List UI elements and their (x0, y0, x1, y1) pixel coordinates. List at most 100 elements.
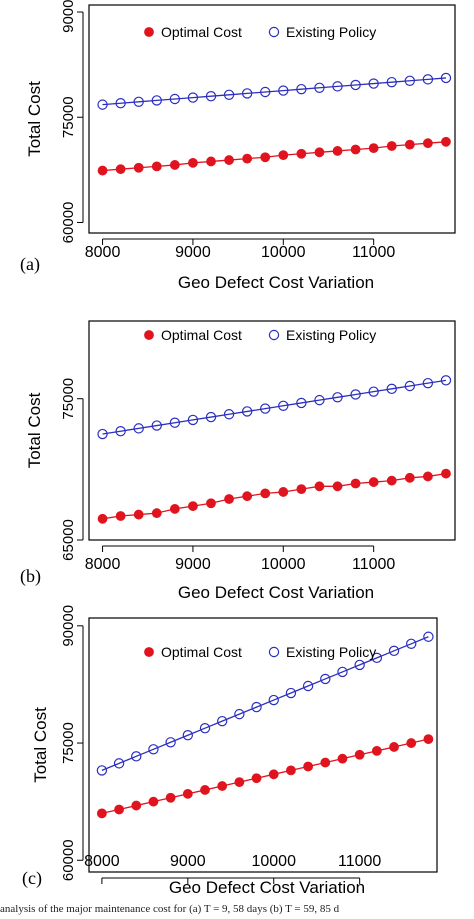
panel-1-x-tick-label: 8000 (85, 244, 121, 261)
panel-1-existing-policy-point (97, 99, 108, 110)
panel-1-optimal-cost-point (242, 153, 253, 164)
panel-2-legend-existing-policy-label: Existing Policy (286, 327, 376, 343)
panel-1-existing-policy-point (404, 75, 416, 86)
panel-1-optimal-cost-point (350, 144, 361, 155)
panel-1-optimal-cost-point (386, 141, 397, 151)
panel-3-x-tick-label: 10000 (251, 853, 296, 870)
panel-1-x-tick-label: 10000 (261, 244, 306, 261)
panel-3-existing-policy-point (113, 758, 125, 769)
panel-1-y-tick-label: 75000 (60, 96, 77, 138)
panel-1-optimal-cost-point (332, 146, 343, 156)
panel-3-existing-policy-point (216, 715, 228, 727)
panel-1-y-tick-label: 90000 (60, 0, 77, 33)
panel-2-optimal-cost-point (404, 472, 415, 483)
panel-2-existing-policy-point (169, 417, 181, 428)
panel-1-optimal-cost-point (278, 150, 289, 161)
panel-2-optimal-cost-point (224, 494, 234, 504)
panel-1-legend-existing-policy-label: Existing Policy (286, 24, 376, 40)
panel-2-optimal-cost-point (115, 511, 126, 521)
panel-3-existing-policy-point (268, 694, 279, 706)
panel-2-optimal-cost-point (151, 508, 162, 519)
panel-2-optimal-cost-point (422, 471, 433, 482)
panel-2-optimal-cost-point (386, 475, 397, 486)
panel-1-optimal-cost-point (441, 136, 451, 147)
panel-2-x-tick-label: 9000 (175, 556, 211, 573)
panel-1-optimal-cost-point (368, 143, 379, 154)
panel-3-optimal-cost-point (131, 800, 142, 811)
panel-1-existing-policy-point (187, 92, 199, 103)
panel-2-optimal-cost-point (188, 501, 198, 511)
panel-1-optimal-cost-point (133, 162, 144, 173)
panel-3-existing-policy-point (371, 652, 383, 664)
panel-1-existing-policy-point (151, 95, 162, 106)
panel-3-x-tick-label: 11000 (338, 853, 381, 870)
panel-1-existing-policy-point (386, 76, 397, 88)
panel-3-x-axis-title: Geo Defect Cost Variation (169, 878, 365, 897)
panel-1-existing-policy-point (332, 81, 343, 92)
panel-2-existing-policy-point (241, 406, 253, 417)
panel-2-panel-label: (b) (20, 566, 41, 587)
panel-2-optimal-cost-point (441, 468, 451, 479)
panel-3-existing-policy-point (302, 680, 314, 692)
panel-2-x-tick-label: 8000 (85, 556, 121, 573)
panel-3-optimal-cost-point (423, 734, 434, 745)
panel-1-y-axis-title: Total Cost (25, 81, 44, 157)
panel-1-existing-policy-point (260, 86, 271, 98)
panel-1-y-tick-label: 60000 (60, 202, 77, 244)
panel-2-optimal-cost-point (206, 498, 216, 509)
panel-3-optimal-cost-point (320, 757, 331, 768)
panel-1-legend-optimal-cost-label: Optimal Cost (161, 24, 242, 40)
panel-2-existing-policy-line (102, 379, 447, 435)
panel-1-existing-policy-point (169, 93, 181, 105)
panel-3-existing-policy-point (199, 722, 211, 734)
panel-1-optimal-cost-point (260, 152, 271, 163)
panel-3-optimal-cost-point (251, 773, 262, 784)
panel-3-y-axis-title: Total Cost (31, 707, 50, 783)
panel-2-existing-policy-point (205, 411, 217, 423)
panel-3-legend-existing-policy-marker (268, 646, 280, 658)
panel-3-optimal-cost-point (148, 796, 159, 807)
panel-1-existing-policy-point (133, 96, 144, 108)
panel-3-optimal-cost-point (268, 769, 279, 780)
panel-1-existing-policy-point (241, 88, 253, 99)
panel-1-optimal-cost-point (404, 139, 415, 150)
panel-3-optimal-cost-point (114, 804, 124, 815)
panel-1-optimal-cost-point (296, 148, 307, 159)
panel-3-optimal-cost-point (200, 785, 210, 795)
panel-3-optimal-cost-point (337, 753, 348, 764)
panel-3-optimal-cost-point (286, 765, 296, 776)
panel-2-x-tick-label: 10000 (261, 556, 306, 573)
panel-1-x-tick-label: 9000 (175, 244, 211, 261)
panel-1-panel-label: (a) (20, 254, 40, 275)
panel-3-panel-label: (c) (22, 868, 42, 889)
panel-2-existing-policy-point (296, 397, 307, 409)
panel-1-optimal-cost-point (314, 147, 325, 158)
panel-1-plot-frame (88, 4, 456, 234)
panel-3-optimal-cost-point (96, 808, 107, 819)
panel-1-existing-policy-point (296, 83, 307, 95)
panel-2-existing-policy-point (97, 428, 108, 440)
panel-3-existing-policy-line (101, 636, 429, 772)
panel-3-legend-optimal-cost-marker (144, 647, 154, 657)
panel-3-x-tick-label: 9000 (170, 853, 206, 870)
panel-2-optimal-cost-point (169, 504, 180, 514)
panel-2-optimal-cost-point (296, 484, 307, 495)
panel-2-optimal-cost-point (242, 491, 253, 502)
panel-2-existing-policy-point (223, 409, 235, 420)
panel-2-existing-policy-point (422, 377, 434, 389)
panel-3-plot-frame (88, 617, 438, 873)
panel-2-optimal-cost-point (368, 477, 379, 487)
panel-2-optimal-cost-point (314, 481, 325, 492)
panel-1-optimal-cost-point (422, 138, 433, 149)
panel-2-optimal-cost-point (278, 487, 289, 497)
panel-3-optimal-cost-point (354, 749, 365, 760)
panel-3-existing-policy-point (234, 708, 245, 720)
panel-1-optimal-cost-point (151, 161, 162, 172)
panel-1-optimal-cost-point (206, 156, 216, 167)
panel-2-existing-policy-point (440, 375, 452, 386)
panel-2-x-tick-label: 11000 (352, 556, 395, 573)
panel-1-optimal-cost-point (169, 160, 180, 170)
panel-3-existing-policy-point (165, 737, 176, 748)
panel-3-optimal-cost-point (182, 788, 193, 799)
